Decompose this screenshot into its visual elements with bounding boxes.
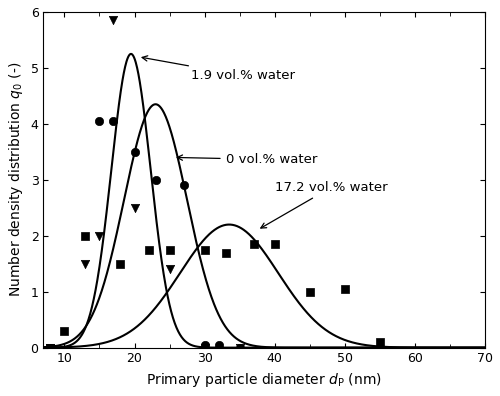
Text: 17.2 vol.% water: 17.2 vol.% water — [261, 181, 388, 228]
Point — [130, 205, 138, 211]
Point — [60, 327, 68, 334]
Point — [144, 247, 152, 253]
Point — [152, 177, 160, 183]
Point — [82, 232, 90, 239]
Text: 1.9 vol.% water: 1.9 vol.% water — [142, 56, 294, 82]
Point — [46, 345, 54, 351]
X-axis label: Primary particle diameter $d_{\mathrm{P}}$ (nm): Primary particle diameter $d_{\mathrm{P}… — [146, 371, 382, 389]
Point — [96, 118, 104, 124]
Point — [166, 247, 173, 253]
Point — [214, 342, 222, 348]
Point — [116, 261, 124, 267]
Point — [110, 17, 118, 23]
Point — [46, 345, 54, 351]
Point — [130, 148, 138, 155]
Point — [250, 241, 258, 247]
Point — [376, 339, 384, 345]
Point — [96, 232, 104, 239]
Point — [270, 241, 278, 247]
Point — [200, 247, 208, 253]
Point — [306, 289, 314, 295]
Point — [180, 182, 188, 188]
Point — [222, 249, 230, 256]
Point — [166, 266, 173, 272]
Point — [200, 342, 208, 348]
Point — [46, 345, 54, 351]
Point — [110, 118, 118, 124]
Point — [200, 345, 208, 351]
Y-axis label: Number density distribution $q_0$ (-): Number density distribution $q_0$ (-) — [7, 62, 25, 297]
Point — [236, 345, 244, 351]
Point — [82, 261, 90, 267]
Text: 0 vol.% water: 0 vol.% water — [177, 153, 317, 166]
Point — [341, 286, 349, 292]
Point — [236, 345, 244, 351]
